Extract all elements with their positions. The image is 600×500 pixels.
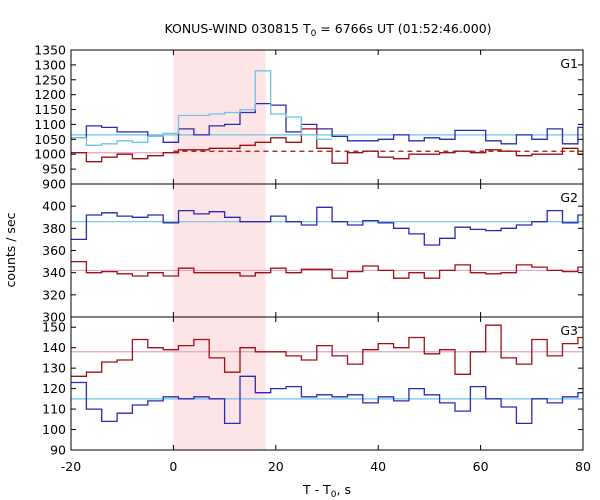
series-blue-g3 [71,375,583,425]
y-tick-label: 90 [50,443,66,458]
x-tick-label: -20 [61,459,81,474]
series-red-g1 [71,128,583,164]
y-tick-label: 130 [42,361,66,376]
panel-label: G3 [560,323,578,338]
y-tick-label: 110 [42,402,66,417]
y-tick-label: 1350 [34,43,66,58]
panel-label: G2 [560,190,578,205]
burst-interval-shade [173,50,266,450]
y-tick-label: 900 [42,177,66,192]
panel-g3-plot [71,324,583,425]
chart-title: KONUS-WIND 030815 T0 = 6766s UT (01:52:4… [164,21,491,39]
x-tick-label: 40 [370,459,386,474]
x-axis-label-rest: , s [337,482,351,497]
y-tick-label: 1150 [34,102,66,117]
y-tick-label: 1050 [34,132,66,147]
series-red-g2 [71,260,583,279]
x-axis-label: T - T0, s [302,482,351,500]
y-tick-label: 950 [42,162,66,177]
x-axis-label-main: T - T [302,482,331,497]
panel-label: G1 [560,56,578,71]
chart-title-rest: = 6766s UT (01:52:46.000) [316,21,491,36]
y-tick-label: 300 [42,310,66,325]
series-blue-g2 [71,206,583,246]
y-tick-label: 1000 [34,147,66,162]
y-tick-label: 400 [42,199,66,214]
y-tick-label: 1100 [34,117,66,132]
x-tick-label: 0 [169,459,177,474]
series-blue-g1 [71,102,583,145]
y-tick-label: 120 [42,381,66,396]
y-tick-label: 100 [42,422,66,437]
y-tick-label: 1250 [34,72,66,87]
panel-frame [70,316,584,451]
panel-g2-plot [71,206,583,279]
x-axis-label-subscript: 0 [331,490,337,500]
y-tick-label: 360 [42,243,66,258]
x-tick-label: 60 [473,459,489,474]
y-tick-label: 320 [42,287,66,302]
y-tick-label: 340 [42,265,66,280]
y-axis-label: counts / sec [3,212,18,287]
x-tick-label: 20 [268,459,284,474]
series-fit_blue-g1 [71,70,333,146]
y-tick-label: 140 [42,340,66,355]
chart-title-subscript: 0 [311,29,317,39]
panel-g1-plot [71,70,583,164]
chart-title-main: KONUS-WIND 030815 T [164,21,310,36]
y-tick-label: 1200 [34,87,66,102]
y-tick-label: 150 [42,320,66,335]
y-tick-label: 1300 [34,57,66,72]
series-red-g3 [71,324,583,377]
y-tick-label: 380 [42,221,66,236]
plot-area: 90095010001050110011501200125013001350G1… [34,43,591,475]
x-tick-label: 80 [575,459,591,474]
